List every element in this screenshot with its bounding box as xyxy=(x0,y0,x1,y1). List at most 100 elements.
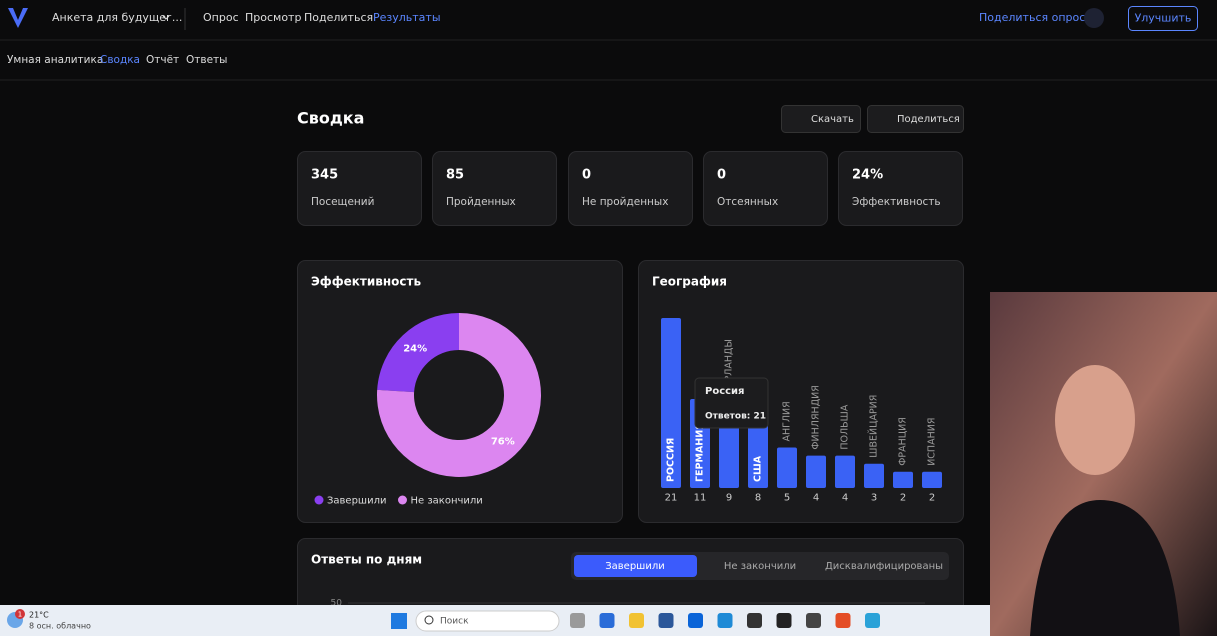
bar[interactable] xyxy=(748,423,768,488)
tooltip-box xyxy=(694,377,769,429)
webcam-face xyxy=(1055,365,1135,475)
download-button[interactable] xyxy=(781,105,861,133)
share-survey[interactable]: Поделиться опросом xyxy=(979,11,1100,24)
weather: 8 осн. облачно xyxy=(29,622,91,631)
segment-label[interactable]: Дисквалифицированы xyxy=(825,561,943,572)
search-icon xyxy=(424,615,434,625)
tooltip-title: Россия xyxy=(705,386,744,397)
tab[interactable]: Ответы xyxy=(186,54,227,66)
share-button[interactable] xyxy=(867,105,964,133)
legend-label[interactable]: Не закончили xyxy=(410,496,482,507)
value-label: 4 xyxy=(842,493,848,504)
legend-label[interactable]: Завершили xyxy=(327,496,386,507)
card xyxy=(297,260,623,523)
bar[interactable] xyxy=(864,463,884,488)
nav-link[interactable]: Опрос xyxy=(203,11,239,24)
value-label: 3 xyxy=(871,493,877,504)
stat-value: 24% xyxy=(852,168,883,183)
bar-category-label: ПОЛЬША xyxy=(840,404,851,449)
slice-label: 24% xyxy=(403,343,427,354)
badge-count: 1 xyxy=(18,611,22,619)
app-icon[interactable] xyxy=(865,613,880,628)
donut-slice xyxy=(376,313,541,477)
bar-category-label: ИСПАНИЯ xyxy=(927,418,938,466)
card-title: География xyxy=(652,275,727,289)
bar-category-label: НИДЕРЛАНДЫ xyxy=(724,339,735,409)
stat-value: 345 xyxy=(311,168,338,183)
value-label: 11 xyxy=(694,493,707,504)
segment-active[interactable] xyxy=(574,555,697,577)
legend-swatch[interactable] xyxy=(397,495,407,505)
stat-value: 85 xyxy=(446,168,464,183)
upgrade-label[interactable]: Улучшить xyxy=(1135,12,1192,25)
card xyxy=(638,260,964,523)
card-title: Эффективность xyxy=(311,275,421,289)
app-icon[interactable] xyxy=(658,613,674,628)
share-icon[interactable] xyxy=(1084,8,1104,28)
app-icon[interactable] xyxy=(806,613,821,628)
bar[interactable] xyxy=(719,415,739,488)
stat-card xyxy=(703,151,828,226)
chevron[interactable] xyxy=(162,15,170,20)
upgrade-button[interactable] xyxy=(1128,6,1198,31)
nav-link[interactable]: Поделиться xyxy=(304,11,373,24)
app-icon[interactable] xyxy=(717,613,733,628)
segment-label[interactable]: Не закончили xyxy=(724,561,796,572)
app-icon[interactable] xyxy=(629,613,644,628)
bar-category-label: ШВЕЙЦАРИЯ xyxy=(868,395,880,458)
bar[interactable] xyxy=(777,447,797,488)
tab[interactable]: Умная аналитика xyxy=(7,54,103,66)
search-placeholder[interactable]: Поиск xyxy=(440,617,469,627)
bar[interactable] xyxy=(893,471,913,488)
badge xyxy=(15,609,25,619)
stat-value: 0 xyxy=(582,168,591,183)
stat-label: Посещений xyxy=(311,196,374,208)
app-icon[interactable] xyxy=(776,613,792,628)
value-label: 8 xyxy=(755,493,761,504)
search-box[interactable] xyxy=(415,610,560,632)
app-icon[interactable] xyxy=(747,613,762,628)
bar-category-label: ФРАНЦИЯ xyxy=(898,417,909,466)
app-icon[interactable] xyxy=(599,613,615,628)
segment-label[interactable]: Завершили xyxy=(605,561,664,572)
stat-card xyxy=(838,151,963,226)
download-label[interactable]: Скачать xyxy=(811,114,854,125)
share-label[interactable]: Поделиться xyxy=(897,114,960,125)
app-icon[interactable] xyxy=(835,613,851,628)
app-icon[interactable] xyxy=(688,613,703,628)
bar-category-label: США xyxy=(753,455,764,482)
card-title: Ответы по дням xyxy=(311,553,422,567)
stat-label: Отсеянных xyxy=(717,196,778,208)
app-icon[interactable] xyxy=(570,613,585,628)
bar[interactable] xyxy=(835,455,855,488)
bar-category-label: РОССИЯ xyxy=(666,438,677,482)
stat-card xyxy=(432,151,557,226)
value-label: 5 xyxy=(784,493,790,504)
nav-link[interactable]: Просмотр xyxy=(245,11,301,24)
value-label: 21 xyxy=(665,493,678,504)
logo[interactable] xyxy=(8,8,28,28)
slice-label: 76% xyxy=(491,437,515,448)
temperature: 21°C xyxy=(29,611,49,620)
legend-swatch[interactable] xyxy=(314,495,324,505)
bar[interactable] xyxy=(661,318,681,488)
bar-category-label: ФИНЛЯНДИЯ xyxy=(811,385,822,449)
survey-name[interactable]: Анкета для будущег... xyxy=(52,11,182,24)
webcam-body xyxy=(1030,500,1180,636)
stat-label: Не пройденных xyxy=(582,196,668,208)
value-label: 9 xyxy=(726,493,732,504)
bar[interactable] xyxy=(922,471,942,488)
tab[interactable]: Отчёт xyxy=(146,54,179,66)
start-button[interactable] xyxy=(391,613,407,629)
stat-label: Пройденных xyxy=(446,196,516,208)
y-tick-label: 50 xyxy=(331,599,343,609)
nav-link-active[interactable]: Результаты xyxy=(373,11,441,24)
stat-card xyxy=(297,151,422,226)
bar[interactable] xyxy=(806,455,826,488)
stat-value: 0 xyxy=(717,168,726,183)
donut-slice xyxy=(377,313,459,393)
page-title: Сводка xyxy=(297,109,364,128)
stat-label: Эффективность xyxy=(852,196,941,208)
tab-active[interactable]: Сводка xyxy=(100,54,140,66)
